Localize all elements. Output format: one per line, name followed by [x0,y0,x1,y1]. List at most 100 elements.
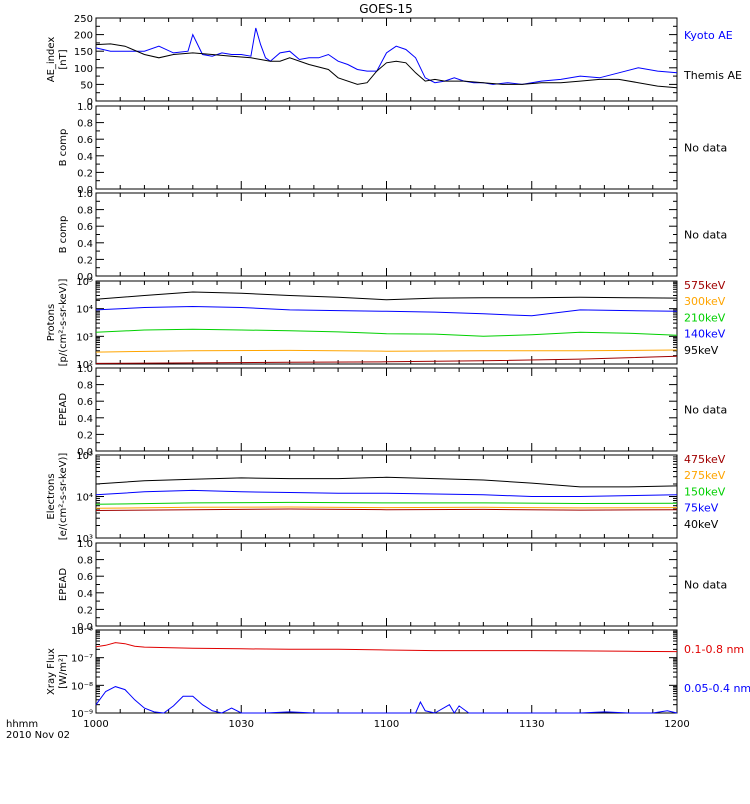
panel-4-ytick-label: 10³ [76,332,93,343]
panel-6-legend-1: 275keV [684,469,726,482]
panel-6-legend-2: 150keV [684,485,726,498]
panel-2-ytick-label: 0.4 [77,152,93,163]
panel-6-ytick-label: 10⁴ [76,493,93,504]
x-tick-label: 1200 [664,719,689,730]
panel-8-ytick-label: 10⁻⁶ [71,626,93,637]
panel-5-ylabel: EPEAD [58,393,69,427]
panel-8-ytick-label: 10⁻⁸ [71,681,93,692]
panel-4-ylabel: [p/(cm²-s-sr-keV)] [58,279,69,367]
panel-1-ytick-label: 50 [80,80,93,91]
panel-4-series-575kev [95,355,678,364]
panel-1-ytick-label: 0 [87,97,93,108]
panel-1-ylabel: [nT] [58,49,69,69]
panel-6-legend-4: 40keV [684,518,719,531]
panel-6-series-475kev [95,508,678,511]
panel-2-no-data-label: No data [684,142,727,155]
panel-7-ylabel: EPEAD [58,568,69,602]
panel-1-legend-kyoto: Kyoto AE [684,29,733,42]
panel-6-ytick-label: 10³ [76,534,93,545]
panel-8-frame [95,629,678,714]
panel-6-ylabel: [e/(cm²-s-sr-keV)] [58,453,69,541]
panel-5-no-data-label: No data [684,404,727,417]
x-axis-format-label: hhmm [6,719,38,730]
x-tick-label: 1130 [519,719,544,730]
panel-6-series-40kev [95,476,678,488]
chart-title: GOES-15 [359,2,413,16]
x-tick-label: 1030 [229,719,254,730]
panel-1-series-kyoto-ae [95,27,678,85]
panel-3-ytick-label: 0.2 [77,255,93,266]
panel-8-ylabel: Xray Flux [46,648,57,695]
panel-4-ytick-label: 10⁵ [76,277,93,288]
panel-6-legend-0: 475keV [684,453,726,466]
panel-6-ytick-label: 10⁵ [76,451,93,462]
panel-8-legend-0: 0.1-0.8 nm [684,643,744,656]
panel-3-frame [95,192,678,277]
panel-7-no-data-label: No data [684,579,727,592]
panel-2-ytick-label: 0.0 [77,185,93,196]
panel-4-legend-2: 210keV [684,311,726,324]
panel-1-ytick-label: 100 [74,64,93,75]
panel-6-series-150kev [95,501,678,505]
panel-1-series-themis-ae [95,43,678,89]
panel-8-ytick-label: 10⁻⁷ [71,654,93,665]
panel-6-legend-3: 75keV [684,502,719,515]
panel-4-legend-3: 140keV [684,328,726,341]
panel-4-ylabel: Protons [46,304,57,341]
panel-3-ytick-label: 0.8 [77,206,93,217]
panel-4-series-300kev [95,349,678,353]
panel-1-ylabel: AE_index [46,37,57,83]
panel-4-series-210kev [95,328,678,337]
panel-5-ytick-label: 0.0 [77,447,93,458]
panel-5-ytick-label: 0.8 [77,381,93,392]
x-axis-date-label: 2010 Nov 02 [6,730,70,741]
panel-4-ytick-label: 10² [76,360,93,371]
panel-3-ytick-label: 0.0 [77,272,93,283]
panel-7-ytick-label: 0.4 [77,589,93,600]
panel-3-ylabel: B comp [58,216,69,254]
panel-4-series-95kev [95,291,678,301]
panel-8-ylabel: [W/m²] [58,654,69,689]
panel-2-ytick-label: 1.0 [77,102,93,113]
panel-8-series-0-1-0-8-nm [95,642,678,653]
panel-1-ytick-label: 250 [74,14,93,25]
panel-4-series-140kev [95,305,678,317]
panel-6-series-275kev [95,506,678,509]
panel-2-frame [95,105,678,190]
panel-3-no-data-label: No data [684,229,727,242]
panel-8-legend-1: 0.05-0.4 nm [684,682,750,695]
panel-3-ytick-label: 0.4 [77,239,93,250]
panel-5-ytick-label: 1.0 [77,364,93,375]
panel-4-legend-1: 300keV [684,295,726,308]
panel-7-ytick-label: 0.6 [77,572,93,583]
panel-5-frame [95,367,678,452]
panel-8-ytick-label: 10⁻⁹ [71,709,93,720]
panel-1-ytick-label: 200 [74,31,93,42]
panel-7-ytick-label: 1.0 [77,539,93,550]
panel-7-ytick-label: 0.8 [77,556,93,567]
panel-4-ytick-label: 10⁴ [76,305,93,316]
panel-1-ytick-label: 150 [74,47,93,58]
x-tick-label: 1000 [83,719,108,730]
panel-4-legend-0: 575keV [684,279,726,292]
panel-1-frame [95,17,678,102]
panel-2-ytick-label: 0.8 [77,119,93,130]
panel-6-ylabel: Electrons [46,473,57,519]
panel-2-ylabel: B comp [58,129,69,167]
panel-7-ytick-label: 0.2 [77,605,93,616]
panel-1-legend-themis: Themis AE [683,69,742,82]
panel-5-ytick-label: 0.2 [77,430,93,441]
panel-8-series-0-05-0-4-nm [95,686,678,714]
panel-2-ytick-label: 0.2 [77,168,93,179]
x-tick-label: 1100 [374,719,399,730]
panel-7-ytick-label: 0.0 [77,622,93,633]
panel-6-series-75kev [95,489,678,497]
panel-3-ytick-label: 0.6 [77,222,93,233]
panel-2-ytick-label: 0.6 [77,135,93,146]
panel-7-frame [95,542,678,627]
panel-5-ytick-label: 0.6 [77,397,93,408]
panel-5-ytick-label: 0.4 [77,414,93,425]
panel-3-ytick-label: 1.0 [77,189,93,200]
